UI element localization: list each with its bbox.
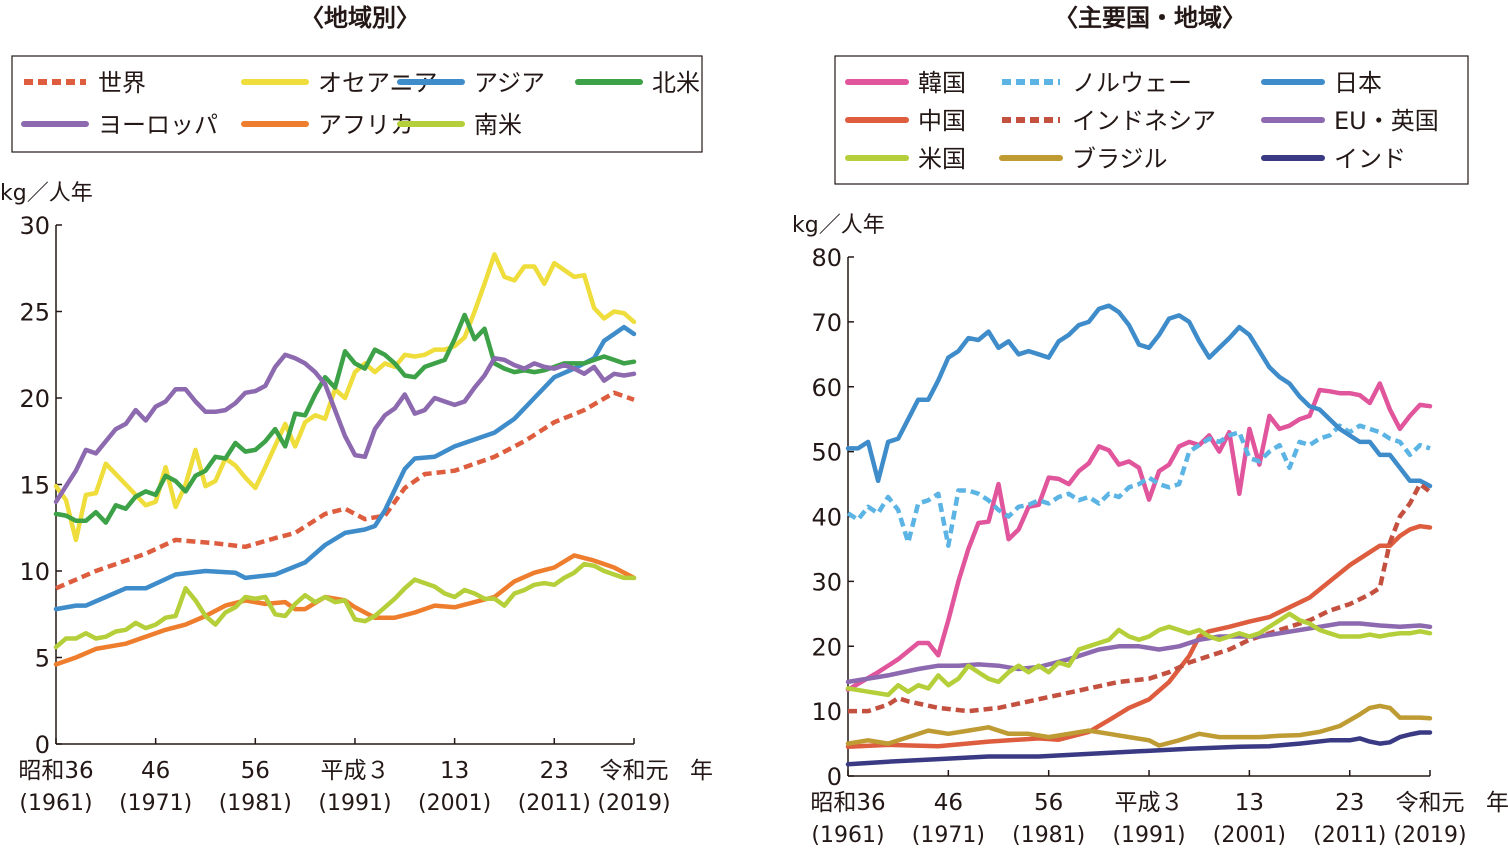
y-tick-label: 5 (35, 645, 50, 673)
x-tick-label: 23 (1335, 790, 1364, 816)
x-axis-unit: 年 (690, 758, 713, 784)
x-tick-label: 令和元 (600, 758, 669, 784)
x-tick-label: 昭和36 (810, 790, 885, 816)
x-tick-sublabel: (1961) (19, 791, 92, 816)
legend-label: ブラジル (1072, 145, 1168, 173)
legend-label: 北米 (652, 69, 700, 97)
legend-label: 世界 (98, 69, 146, 97)
y-tick-label: 70 (811, 309, 842, 337)
chart-title: 〈主要国・地域〉 (1054, 4, 1246, 32)
x-tick-label: 平成３ (320, 758, 389, 784)
legend-box (834, 55, 1469, 185)
y-axis-unit: kg／人年 (792, 213, 885, 238)
series-line (53, 252, 637, 543)
series-line (845, 703, 1433, 748)
legend-label: ノルウェー (1072, 69, 1192, 97)
x-tick-label: 昭和36 (18, 758, 93, 784)
x-tick-sublabel: (1991) (1112, 823, 1185, 848)
x-tick-label: 13 (1235, 790, 1264, 816)
x-tick-label: 46 (141, 758, 170, 784)
x-tick-label: 13 (440, 758, 469, 784)
legend-label: 米国 (918, 145, 966, 173)
series-line (53, 553, 637, 667)
legend-label: EU・英国 (1334, 107, 1439, 135)
legend-label: インドネシア (1072, 107, 1216, 135)
y-tick-label: 25 (19, 299, 50, 327)
series-line (53, 561, 637, 650)
x-tick-sublabel: (1981) (1012, 823, 1085, 848)
x-tick-sublabel: (2011) (518, 791, 591, 816)
x-tick-sublabel: (1961) (811, 823, 884, 848)
y-tick-label: 10 (19, 558, 50, 586)
x-tick-label: 23 (540, 758, 569, 784)
legend-label: 南米 (474, 111, 522, 139)
legend-label: ヨーロッパ (98, 111, 218, 139)
x-axis-unit: 年 (1486, 790, 1508, 816)
series-line (53, 312, 637, 525)
y-tick-label: 80 (811, 244, 842, 272)
y-tick-label: 40 (811, 504, 842, 532)
y-tick-label: 30 (19, 212, 50, 240)
legend-label: 中国 (918, 107, 966, 135)
x-tick-sublabel: (1981) (219, 791, 292, 816)
series-line (848, 481, 1432, 714)
series-line (845, 730, 1433, 767)
x-tick-sublabel: (1991) (318, 791, 391, 816)
series-line (53, 352, 637, 505)
x-tick-label: 56 (241, 758, 270, 784)
y-tick-label: 0 (827, 763, 842, 791)
x-tick-sublabel: (1971) (119, 791, 192, 816)
y-tick-label: 20 (19, 385, 50, 413)
y-axis-unit: kg／人年 (0, 181, 93, 206)
x-tick-label: 46 (934, 790, 963, 816)
x-tick-label: 56 (1034, 790, 1063, 816)
y-tick-label: 15 (19, 472, 50, 500)
series-line (55, 390, 635, 591)
legend-label: 韓国 (918, 69, 966, 97)
x-tick-sublabel: (2019) (1393, 823, 1466, 848)
series-line (845, 381, 1433, 692)
y-tick-label: 50 (811, 439, 842, 467)
y-tick-label: 30 (811, 568, 842, 596)
series-line (845, 611, 1433, 698)
y-tick-label: 60 (811, 374, 842, 402)
x-tick-sublabel: (2019) (597, 791, 670, 816)
legend-label: インド (1334, 145, 1406, 173)
x-tick-sublabel: (2011) (1313, 823, 1386, 848)
y-tick-label: 10 (811, 698, 842, 726)
legend-label: 日本 (1334, 69, 1382, 97)
chart-title: 〈地域別〉 (300, 4, 420, 32)
x-tick-sublabel: (2001) (418, 791, 491, 816)
legend-label: アジア (474, 69, 545, 97)
series-line (845, 303, 1433, 489)
x-tick-sublabel: (2001) (1213, 823, 1286, 848)
x-tick-label: 平成３ (1115, 790, 1184, 816)
legend-box (11, 55, 703, 153)
y-tick-label: 20 (811, 633, 842, 661)
x-tick-label: 令和元 (1396, 790, 1465, 816)
x-tick-sublabel: (1971) (912, 823, 985, 848)
y-tick-label: 0 (35, 731, 50, 759)
series-line (846, 423, 1431, 548)
